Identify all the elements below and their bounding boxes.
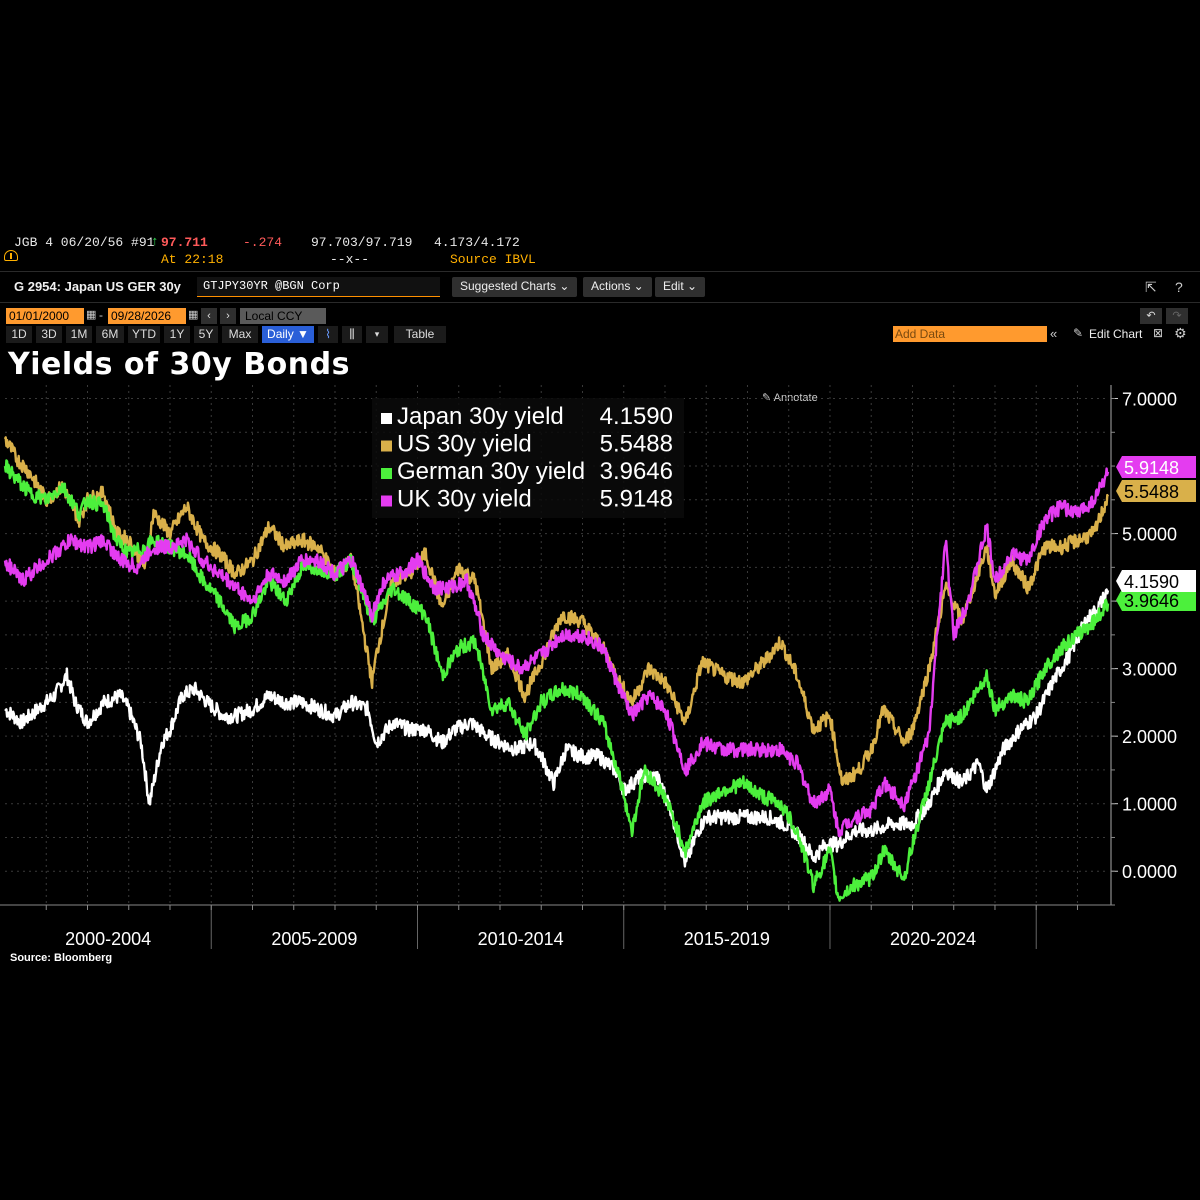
legend-swatch-german [381, 468, 392, 479]
last-price: 97.711 [161, 235, 208, 250]
legend-name: US 30y yield [397, 431, 532, 458]
yield-bid-ask: 4.173/4.172 [434, 235, 520, 250]
calendar-icon[interactable]: ▦ [188, 309, 199, 321]
table-icon[interactable]: ⊠ [1153, 326, 1164, 340]
annotate-pencil-icon: ✎ [762, 392, 774, 404]
bar-chart-icon[interactable]: ⫼ [342, 326, 362, 343]
quote-time: At 22:18 [161, 252, 224, 267]
bid-ask: 97.703/97.719 [311, 235, 413, 250]
period-button-5y[interactable]: 5Y [194, 326, 218, 343]
end-date-input[interactable]: 09/28/2026 [108, 308, 186, 324]
up-arrow-icon: ↑ [151, 234, 159, 249]
toolbar-divider [0, 302, 1200, 303]
last-value-badge-japan: 4.1590 [1116, 570, 1196, 592]
chart-legend: Japan 30y yield 4.1590 US 30y yield 5.5488 G… [372, 398, 684, 518]
annotate-button[interactable]: ✎ Annotate [762, 391, 818, 404]
x-category-label: 2000-2004 [65, 929, 151, 949]
legend-name: Japan 30y yield [397, 403, 564, 430]
source-note: Source: Bloomberg [10, 952, 113, 964]
export-icon[interactable]: ⇱ [1145, 279, 1157, 295]
security-name[interactable]: JGB 4 06/20/56 #91 [14, 235, 155, 250]
x-category-label: 2020-2024 [890, 929, 976, 949]
x-category-label: 2005-2009 [271, 929, 357, 949]
last-value-badge-us: 5.5488 [1116, 480, 1196, 502]
range-bar: 01/01/2000 ▦ - 09/28/2026 ▦ ‹ › Local CC… [0, 308, 1200, 344]
suggested-charts-button[interactable]: Suggested Charts ⌄ [452, 277, 578, 297]
y-tick-label: 1.0000 [1122, 795, 1177, 815]
chart-id-title: G 2954: Japan US GER 30y [14, 279, 181, 294]
legend-swatch-us [381, 440, 392, 452]
series-line-japan [4, 588, 1110, 868]
header-divider [0, 271, 1200, 272]
redo-button[interactable]: ↷ [1166, 308, 1188, 324]
last-value-label: 5.5488 [1124, 482, 1179, 502]
legend-value: 3.9646 [600, 458, 673, 485]
calendar-icon[interactable]: ▦ [86, 309, 97, 321]
legend-bg [372, 398, 684, 518]
edit-chart-pencil-icon[interactable]: ✎ [1073, 326, 1084, 340]
ticker-input[interactable]: GTJPY30YR @BGN Corp [197, 277, 440, 297]
period-button-1y[interactable]: 1Y [164, 326, 190, 343]
start-date-input[interactable]: 01/01/2000 [6, 308, 84, 324]
series-line-uk [3, 467, 1110, 838]
y-tick-label: 3.0000 [1122, 660, 1177, 680]
last-value-badge-bg [1116, 589, 1196, 611]
last-value-badge-bg [1116, 570, 1196, 592]
y-tick-label: 0.0000 [1122, 862, 1177, 882]
period-button-1d[interactable]: 1D [6, 326, 32, 343]
y-tick-label: 7.0000 [1122, 390, 1177, 410]
frequency-select[interactable]: Daily ▼ [262, 326, 314, 343]
x-category-label: 2010-2014 [478, 929, 564, 949]
help-icon[interactable]: ? [1175, 279, 1183, 295]
last-value-badge-uk: 5.9148 [1116, 456, 1196, 478]
collapse-icon[interactable]: « [1050, 326, 1058, 341]
legend-value: 5.5488 [600, 431, 673, 458]
period-button-6m[interactable]: 6M [96, 326, 124, 343]
gauge-icon [4, 250, 18, 261]
quote-separator: --x-- [330, 252, 370, 267]
edit-button[interactable]: Edit ⌄ [655, 277, 706, 297]
x-category-label: 2015-2019 [684, 929, 770, 949]
last-value-badge-bg [1116, 480, 1196, 502]
table-button[interactable]: Table [394, 326, 446, 343]
chart-title: Yields of 30y Bonds [8, 347, 350, 382]
legend-swatch-uk [381, 495, 392, 507]
quote-source: Source IBVL [450, 252, 536, 267]
add-data-input[interactable]: Add Data [893, 326, 1047, 342]
last-value-badge-bg [1116, 456, 1196, 478]
series-line-us [3, 436, 1110, 786]
last-value-label: 5.9148 [1124, 458, 1179, 478]
chart-type-dropdown-icon[interactable]: ▾ [366, 326, 388, 343]
currency-select[interactable]: Local CCY [240, 308, 326, 324]
next-period-button[interactable]: › [220, 308, 236, 324]
settings-gear-icon[interactable]: ⚙ [1174, 325, 1187, 341]
y-tick-label: 4.0000 [1122, 592, 1177, 612]
last-value-badge-german: 3.9646 [1116, 589, 1196, 611]
undo-button[interactable]: ↶ [1140, 308, 1162, 324]
last-value-label: 4.1590 [1124, 572, 1179, 592]
legend-name: German 30y yield [397, 458, 585, 485]
edit-chart-button[interactable]: Edit Chart [1089, 327, 1143, 341]
prev-period-button[interactable]: ‹ [201, 308, 217, 324]
period-button-3d[interactable]: 3D [36, 326, 62, 343]
last-value-label: 3.9646 [1124, 591, 1179, 611]
series-line-german [3, 459, 1110, 902]
period-button-max[interactable]: Max [222, 326, 258, 343]
legend-name: UK 30y yield [397, 486, 532, 513]
chart-toolbar: G 2954: Japan US GER 30y GTJPY30YR @BGN … [0, 275, 1200, 299]
actions-button[interactable]: Actions ⌄ [583, 277, 652, 297]
date-dash: - [99, 308, 103, 322]
quote-header: JGB 4 06/20/56 #91 ↑ 97.711 -.274 97.703… [0, 230, 1200, 272]
legend-swatch-japan [381, 413, 392, 424]
period-button-ytd[interactable]: YTD [128, 326, 160, 343]
legend-value: 4.1590 [600, 403, 673, 430]
annotate-label: Annotate [773, 392, 818, 404]
y-tick-label: 5.0000 [1122, 525, 1177, 545]
line-chart-icon[interactable]: ⌇ [318, 326, 338, 343]
legend-value: 5.9148 [600, 486, 673, 513]
price-change: -.274 [243, 235, 283, 250]
period-button-1m[interactable]: 1M [66, 326, 92, 343]
y-tick-label: 2.0000 [1122, 727, 1177, 747]
